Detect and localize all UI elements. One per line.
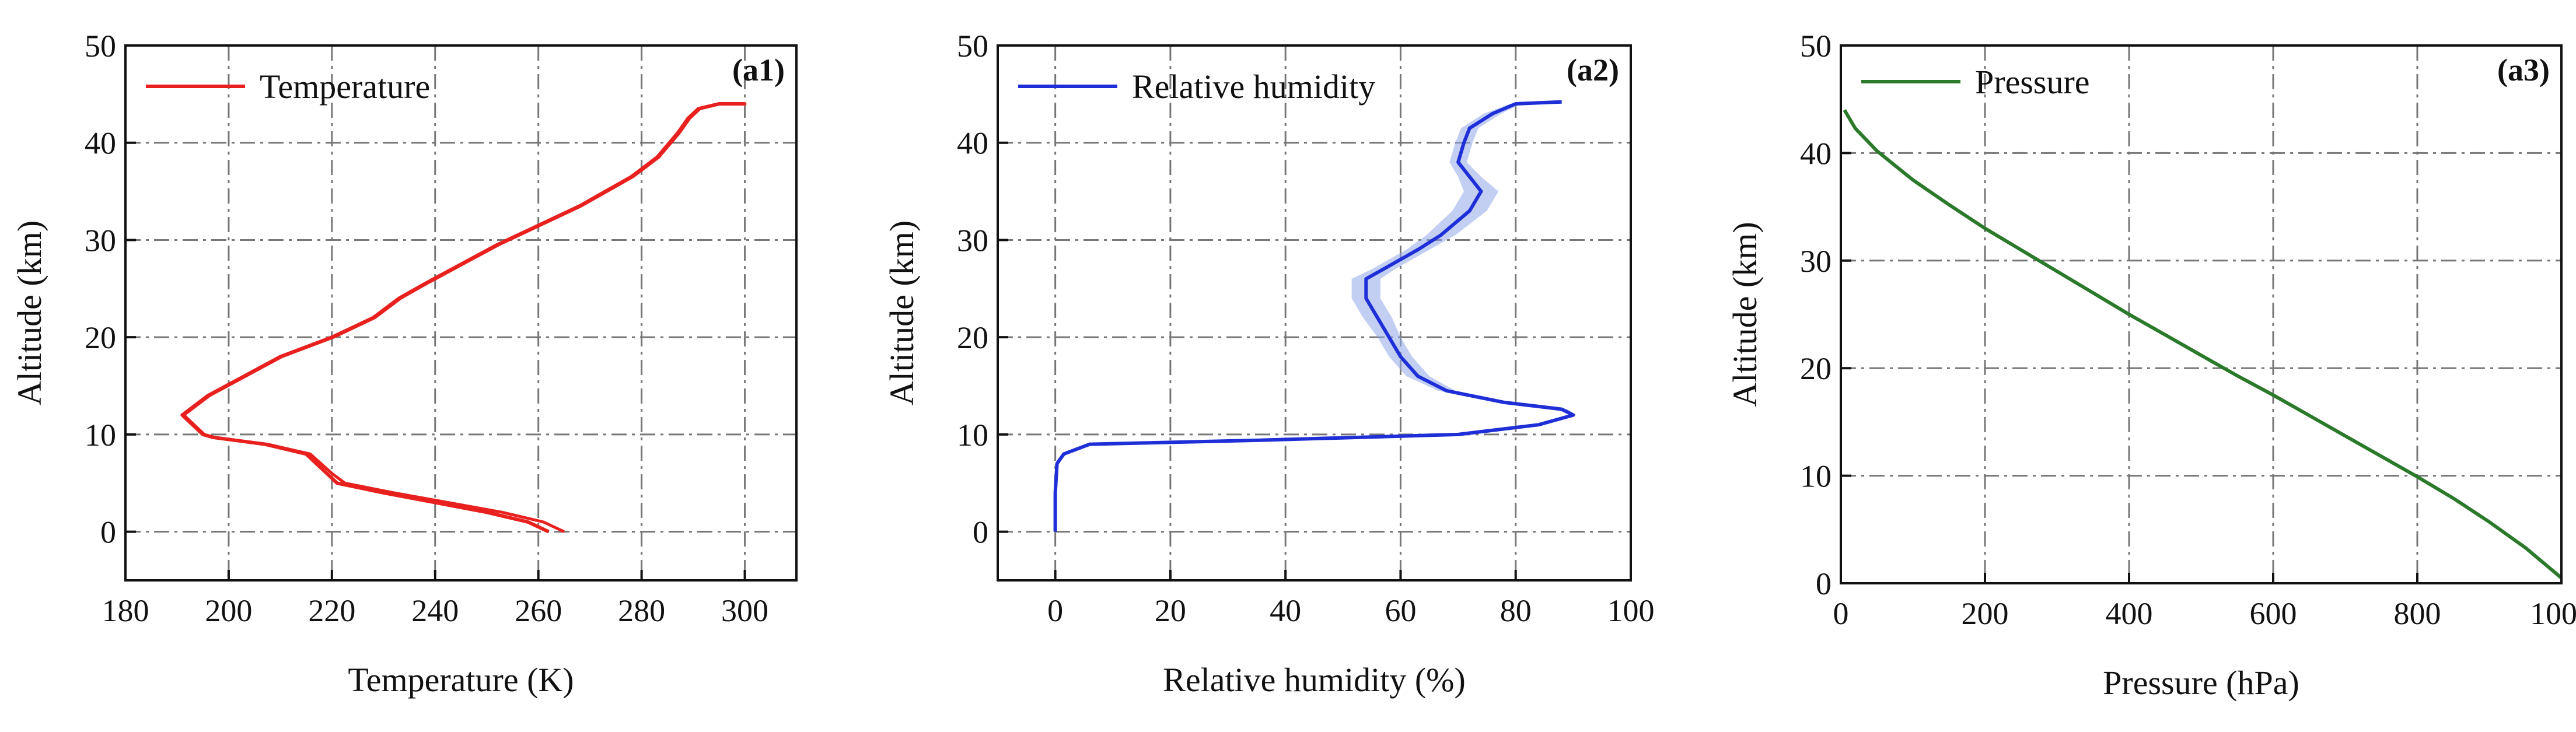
y-tick-label-a1-2: 20	[85, 320, 116, 355]
band-a2-0	[1055, 101, 1577, 532]
y-tick-label-a3-1: 10	[1800, 459, 1831, 494]
y-axis-title-a3: Altitude (km)	[1726, 222, 1764, 407]
x-tick-label-a2-4: 80	[1500, 593, 1532, 628]
series-line-secondary-a1-0	[182, 102, 747, 533]
legend-label-a3-0: Pressure	[1975, 63, 2090, 101]
x-tick-label-a1-6: 300	[721, 593, 768, 628]
chart-a2: 0 20 40 60 80 100 0 10 20 30 40 50 Relative humidity…	[883, 29, 1655, 699]
y-tick-label-a3-5: 50	[1800, 29, 1831, 64]
legend-label-a1-0: Temperature	[260, 68, 430, 106]
x-tick-label-a2-2: 40	[1270, 593, 1301, 628]
y-tick-label-a3-3: 30	[1800, 244, 1831, 279]
y-axis-title-a1: Altitude (km)	[11, 220, 48, 405]
panel-tag-a2: (a2)	[1567, 52, 1619, 87]
x-axis-title-a2: Relative humidity (%)	[1163, 661, 1466, 699]
series-line-a2-0	[1053, 100, 1575, 532]
x-tick-label-a3-1: 200	[1962, 596, 2009, 631]
x-tick-label-a3-0: 0	[1833, 596, 1849, 631]
y-tick-label-a2-3: 30	[957, 223, 988, 258]
x-tick-label-a1-2: 220	[308, 593, 355, 628]
plot-frame-a3	[1840, 44, 2563, 584]
x-tick-label-a1-0: 180	[102, 593, 149, 628]
y-tick-label-a3-2: 20	[1800, 351, 1831, 386]
legend-label-a2-0: Relative humidity	[1132, 68, 1375, 106]
x-tick-label-a1-1: 200	[205, 593, 252, 628]
y-tick-label-a1-0: 0	[100, 515, 116, 550]
x-tick-label-a2-5: 100	[1607, 593, 1655, 628]
x-axis-title-a3: Pressure (hPa)	[2103, 664, 2299, 702]
panel-tag-a3: (a3)	[2497, 52, 2550, 87]
series-line-a1-0	[180, 102, 745, 534]
x-tick-label-a3-2: 400	[2106, 596, 2153, 631]
x-tick-label-a1-3: 240	[411, 593, 459, 628]
x-tick-label-a1-4: 260	[515, 593, 562, 628]
x-tick-label-a1-5: 280	[618, 593, 665, 628]
x-tick-label-a2-0: 0	[1047, 593, 1063, 628]
series-line-a3-0	[1843, 109, 2563, 580]
y-tick-label-a2-2: 20	[957, 320, 988, 355]
plot-frame-a2	[997, 44, 1632, 582]
plot-frame-a1	[124, 44, 798, 582]
x-tick-label-a2-3: 60	[1385, 593, 1416, 628]
x-tick-label-a3-4: 800	[2394, 596, 2441, 631]
y-axis-title-a2: Altitude (km)	[883, 220, 921, 405]
y-tick-label-a3-4: 40	[1800, 136, 1831, 171]
x-axis-title-a1: Temperature (K)	[348, 661, 574, 699]
y-tick-label-a1-5: 50	[85, 29, 116, 64]
y-tick-label-a1-3: 30	[85, 223, 116, 258]
y-tick-label-a2-0: 0	[973, 515, 988, 550]
y-tick-label-a2-5: 50	[957, 29, 988, 64]
y-tick-label-a2-1: 10	[957, 418, 988, 453]
x-tick-label-a2-1: 20	[1155, 593, 1186, 628]
y-tick-label-a1-4: 40	[85, 126, 116, 161]
panel-tag-a1: (a1)	[732, 52, 785, 87]
y-tick-label-a2-4: 40	[957, 126, 988, 161]
x-tick-label-a3-3: 600	[2250, 596, 2297, 631]
chart-a1: 180 200 220 240 260 280 300 0 10 20 30 40 50 Temperat…	[11, 29, 798, 699]
y-tick-label-a3-0: 0	[1816, 566, 1831, 601]
y-tick-label-a1-1: 10	[85, 418, 116, 453]
